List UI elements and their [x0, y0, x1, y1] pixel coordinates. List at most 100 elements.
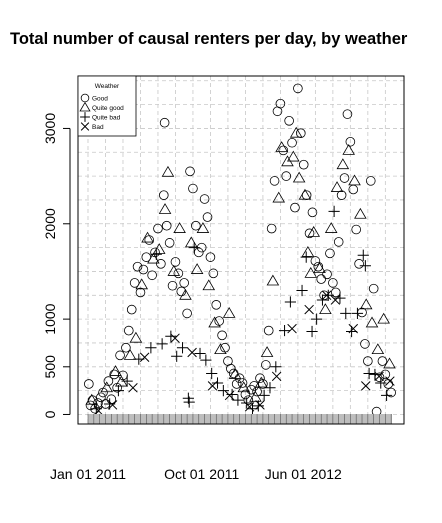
point-bad [256, 401, 265, 410]
point-good [291, 203, 300, 212]
point-quite-bad [200, 355, 211, 366]
point-quite-bad [306, 326, 317, 337]
point-quite-good [142, 232, 153, 242]
legend-title: Weather [95, 83, 120, 90]
point-quite-good [294, 172, 305, 182]
point-quite-good [326, 223, 337, 233]
legend-label: Bad [92, 124, 104, 131]
point-bad [188, 348, 197, 357]
point-good [384, 380, 393, 389]
rug-band [88, 414, 392, 424]
point-bad [225, 391, 234, 400]
point-bad [140, 353, 149, 362]
point-good [200, 195, 209, 204]
point-quite-good [224, 308, 235, 318]
point-good [160, 118, 169, 127]
point-good [340, 174, 349, 183]
point-quite-good [320, 304, 331, 314]
point-quite-bad [171, 351, 182, 362]
point-good [97, 393, 106, 402]
x-tick-label: Jun 01 2012 [265, 466, 342, 482]
point-good [264, 326, 273, 335]
point-quite-bad [381, 390, 392, 401]
legend: Weather Good Quite good Quite bad Bad [78, 76, 136, 136]
point-quite-bad [264, 382, 275, 393]
point-good [99, 388, 108, 397]
point-quite-bad [334, 293, 345, 304]
point-bad [288, 324, 297, 333]
point-bad [305, 305, 314, 314]
point-good [218, 331, 227, 340]
point-quite-bad [285, 296, 296, 307]
y-axis: 0500100020003000 [42, 113, 70, 419]
point-quite-bad [151, 249, 162, 260]
point-quite-bad [270, 361, 281, 372]
x-tick-label: Jan 01 2011 [50, 466, 126, 482]
point-good [88, 396, 97, 405]
point-quite-good [136, 279, 147, 289]
point-quite-good [337, 159, 348, 169]
point-good [116, 351, 125, 360]
point-quite-good [273, 192, 284, 202]
point-quite-bad [145, 342, 156, 353]
point-quite-bad [157, 338, 168, 349]
point-good [378, 357, 387, 366]
point-good [139, 265, 148, 274]
x-axis: Jan 01 2011 Oct 01 2011 Jun 01 2012 [50, 466, 342, 482]
point-good [148, 271, 157, 280]
point-good [285, 116, 294, 125]
point-good [355, 259, 364, 268]
point-quite-good [159, 204, 170, 214]
point-quite-good [372, 344, 383, 354]
point-good [352, 225, 361, 234]
point-quite-good [124, 350, 135, 360]
point-good [127, 305, 136, 314]
point-quite-bad [311, 314, 322, 325]
point-quite-bad [189, 242, 200, 253]
point-good [212, 300, 221, 309]
point-quite-good [162, 167, 173, 177]
point-quite-good [302, 247, 313, 257]
point-bad [361, 381, 370, 390]
point-quite-good [267, 275, 278, 285]
point-good [180, 278, 189, 287]
legend-label: Quite bad [92, 115, 121, 122]
point-good [358, 308, 367, 317]
point-good [366, 176, 375, 185]
point-good [159, 191, 168, 200]
point-good [288, 138, 297, 147]
point-good [168, 281, 177, 290]
point-quite-bad [206, 368, 217, 379]
point-quite-bad [253, 400, 264, 411]
point-quite-good [197, 223, 208, 233]
y-tick-label: 1000 [42, 303, 58, 334]
point-good [250, 381, 259, 390]
point-good [162, 221, 171, 230]
point-quite-bad [165, 331, 176, 342]
legend-label: Quite good [92, 105, 124, 112]
point-good [124, 326, 133, 335]
point-bad [272, 372, 281, 381]
point-quite-good [361, 299, 372, 309]
point-good [270, 176, 279, 185]
legend-label: Good [92, 96, 108, 103]
point-good [267, 224, 276, 233]
point-quite-good [378, 314, 389, 324]
point-bad [129, 383, 138, 392]
y-tick-label: 0 [42, 410, 58, 418]
point-bad [171, 334, 180, 343]
y-tick-label: 2000 [42, 208, 58, 239]
point-quite-bad [177, 342, 188, 353]
point-quite-bad [363, 368, 374, 379]
point-good [183, 309, 192, 318]
point-quite-bad [329, 206, 340, 217]
point-quite-good [203, 280, 214, 290]
point-quite-bad [340, 308, 351, 319]
point-quite-bad [194, 348, 205, 359]
point-quite-bad [241, 397, 252, 408]
point-good [317, 275, 326, 284]
point-good [215, 317, 224, 326]
point-quite-good [186, 237, 197, 247]
point-bad [386, 377, 395, 386]
